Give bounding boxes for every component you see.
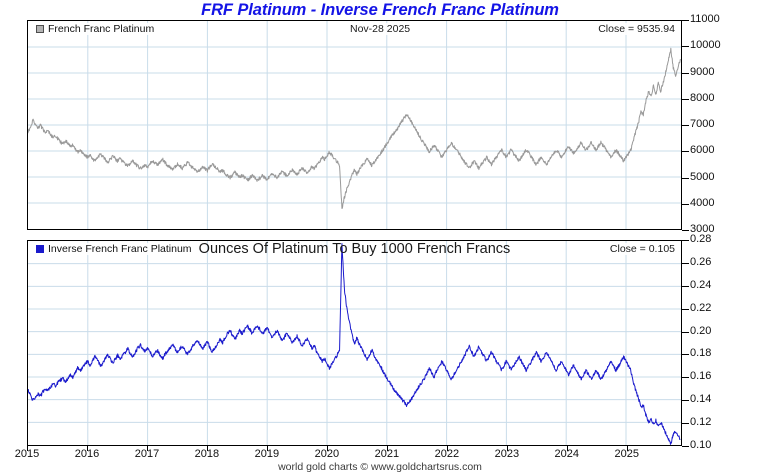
x-label: 2020 <box>314 448 340 460</box>
top-y-label: 6000 <box>690 144 715 157</box>
x-label: 2019 <box>254 448 280 460</box>
top-y-label: 10000 <box>690 39 721 52</box>
top-y-label: 4000 <box>690 196 715 209</box>
bottom-y-tick <box>682 240 689 241</box>
x-label: 2018 <box>194 448 220 460</box>
x-label: 2016 <box>74 448 100 460</box>
x-tick <box>206 446 208 451</box>
bottom-y-label: 0.12 <box>690 416 712 429</box>
x-tick <box>386 446 388 451</box>
top-y-label: 7000 <box>690 118 715 130</box>
bottom-y-tick <box>682 354 689 356</box>
top-y-tick <box>682 20 689 21</box>
bottom-y-tick <box>682 423 689 425</box>
bottom-y-tick <box>682 400 689 402</box>
bottom-gridlines <box>28 241 681 445</box>
top-y-label: 8000 <box>690 91 715 104</box>
bottom-y-label: 0.10 <box>690 439 712 451</box>
x-label: 2017 <box>134 448 160 460</box>
page-title: FRF Platinum - Inverse French Franc Plat… <box>201 1 559 19</box>
x-label: 2023 <box>494 448 520 460</box>
bottom-y-tick <box>682 285 689 287</box>
top-y-tick <box>682 72 689 74</box>
bottom-series-line <box>28 243 681 445</box>
top-gridlines <box>28 21 681 229</box>
bottom-y-label: 0.14 <box>690 393 712 406</box>
x-label: 2025 <box>614 448 640 460</box>
top-y-label: 5000 <box>690 170 715 183</box>
bottom-y-tick <box>682 331 689 333</box>
top-chart-panel: French Franc Platinum Nov-28 2025 Close … <box>27 20 682 230</box>
top-y-label: 9000 <box>690 65 715 78</box>
x-tick <box>27 446 28 451</box>
top-y-label: 11000 <box>690 13 720 25</box>
x-label: 2015 <box>14 448 40 460</box>
credit-line: world gold charts © www.goldchartsrus.co… <box>278 461 482 473</box>
top-y-tick <box>682 46 689 48</box>
bottom-y-label: 0.26 <box>690 255 712 268</box>
bottom-y-label: 0.18 <box>690 347 712 360</box>
x-tick <box>147 446 148 451</box>
x-tick <box>87 446 88 451</box>
x-tick <box>626 446 628 451</box>
top-y-tick <box>682 203 689 205</box>
x-label: 2021 <box>374 448 400 460</box>
bottom-y-label: 0.24 <box>690 278 712 291</box>
x-label: 2024 <box>554 448 580 460</box>
top-plot-area <box>28 21 681 229</box>
bottom-y-tick <box>682 262 689 264</box>
x-tick <box>506 446 508 451</box>
bottom-chart-panel: Ounces Of Platinum To Buy 1000 French Fr… <box>27 240 682 446</box>
top-y-tick <box>682 230 689 231</box>
x-tick <box>446 446 448 451</box>
bottom-y-tick <box>682 446 689 447</box>
x-tick <box>266 446 268 451</box>
top-y-tick <box>682 151 689 153</box>
top-y-tick <box>682 98 689 100</box>
top-series-line <box>28 47 681 209</box>
top-y-tick <box>682 125 689 126</box>
top-y-label: 3000 <box>690 223 715 235</box>
bottom-plot-area <box>28 241 681 445</box>
x-tick <box>326 446 328 451</box>
bottom-y-tick <box>682 377 689 379</box>
bottom-y-tick <box>682 308 689 310</box>
bottom-y-label: 0.22 <box>690 301 712 314</box>
top-y-tick <box>682 177 689 179</box>
x-label: 2022 <box>434 448 460 460</box>
bottom-y-label: 0.16 <box>690 370 712 383</box>
bottom-y-label: 0.20 <box>690 324 712 337</box>
x-tick <box>566 446 568 451</box>
bottom-y-label: 0.28 <box>690 233 712 245</box>
